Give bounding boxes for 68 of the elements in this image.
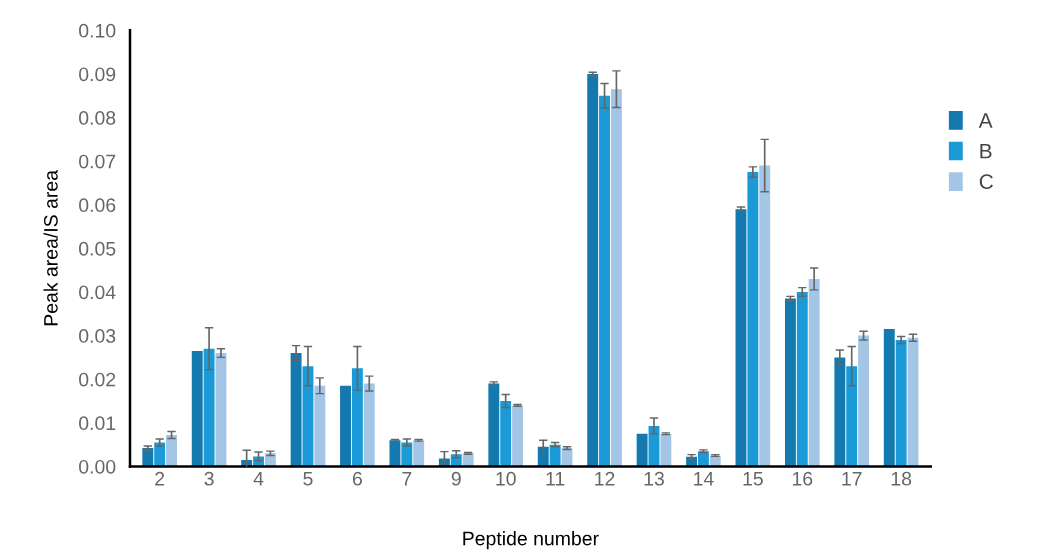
bar (808, 278, 820, 467)
bar (907, 337, 919, 467)
y-tick-label: 0.10 (79, 23, 116, 38)
bar (796, 292, 808, 467)
y-tick-label: 0.04 (79, 285, 116, 300)
y-tick-label: 0.05 (79, 241, 116, 256)
bar (834, 357, 846, 467)
y-tick-label: 0.02 (79, 372, 116, 387)
bar (314, 385, 326, 467)
bar (401, 442, 413, 467)
bar (154, 442, 166, 467)
y-axis-title: Peak area/IS area (43, 170, 58, 326)
y-tick-label: 0.01 (79, 416, 116, 431)
legend-label: A (978, 113, 993, 128)
x-tick-label: 10 (496, 471, 516, 486)
bar (488, 383, 500, 467)
x-tick-label: 4 (253, 472, 264, 486)
bar (735, 209, 747, 467)
bar (340, 385, 351, 467)
x-tick-label: 16 (792, 471, 813, 486)
x-tick-label: 3 (204, 471, 214, 486)
bar (587, 73, 599, 467)
x-tick-label: 9 (451, 471, 461, 486)
legend-label: B (980, 143, 992, 159)
bar (302, 366, 314, 467)
bar (389, 440, 401, 467)
x-tick-label: 7 (402, 472, 412, 486)
y-tick-label: 0.08 (79, 111, 116, 125)
bar (895, 339, 907, 467)
bar (697, 451, 709, 467)
x-tick-label: 13 (644, 471, 664, 486)
bar (747, 172, 759, 467)
bar (413, 440, 425, 467)
bar (512, 405, 523, 467)
bar (846, 366, 858, 467)
bar (858, 335, 870, 467)
bar (290, 353, 302, 467)
bar (363, 383, 375, 467)
y-tick-label: 0.03 (79, 329, 116, 343)
x-axis-title: Peptide number (463, 531, 599, 550)
x-tick-label: 18 (891, 471, 912, 486)
bar (599, 95, 611, 467)
y-tick-label: 0.07 (79, 154, 116, 169)
y-tick-label: 0.09 (79, 67, 116, 82)
bar (142, 448, 154, 467)
x-tick-label: 6 (352, 471, 362, 486)
bar (191, 350, 203, 467)
bar (500, 401, 512, 467)
bar (784, 298, 796, 467)
bar (203, 348, 215, 467)
bar (610, 89, 622, 467)
y-tick-label: 0.06 (79, 198, 116, 213)
bar (759, 165, 771, 467)
bar (166, 435, 177, 467)
x-tick-label: 2 (155, 471, 165, 486)
x-tick-label: 17 (842, 472, 862, 486)
bar (636, 433, 648, 467)
y-tick-label: 0.00 (79, 459, 116, 474)
x-tick-label: 14 (694, 472, 714, 486)
x-tick-label: 15 (743, 472, 763, 486)
x-tick-label: 12 (595, 471, 615, 486)
bar (351, 368, 363, 467)
legend-label: C (979, 174, 993, 189)
x-tick-label: 11 (546, 472, 565, 486)
bar (883, 329, 895, 467)
bar (215, 353, 227, 467)
bar (660, 433, 672, 467)
x-tick-label: 5 (303, 472, 313, 486)
